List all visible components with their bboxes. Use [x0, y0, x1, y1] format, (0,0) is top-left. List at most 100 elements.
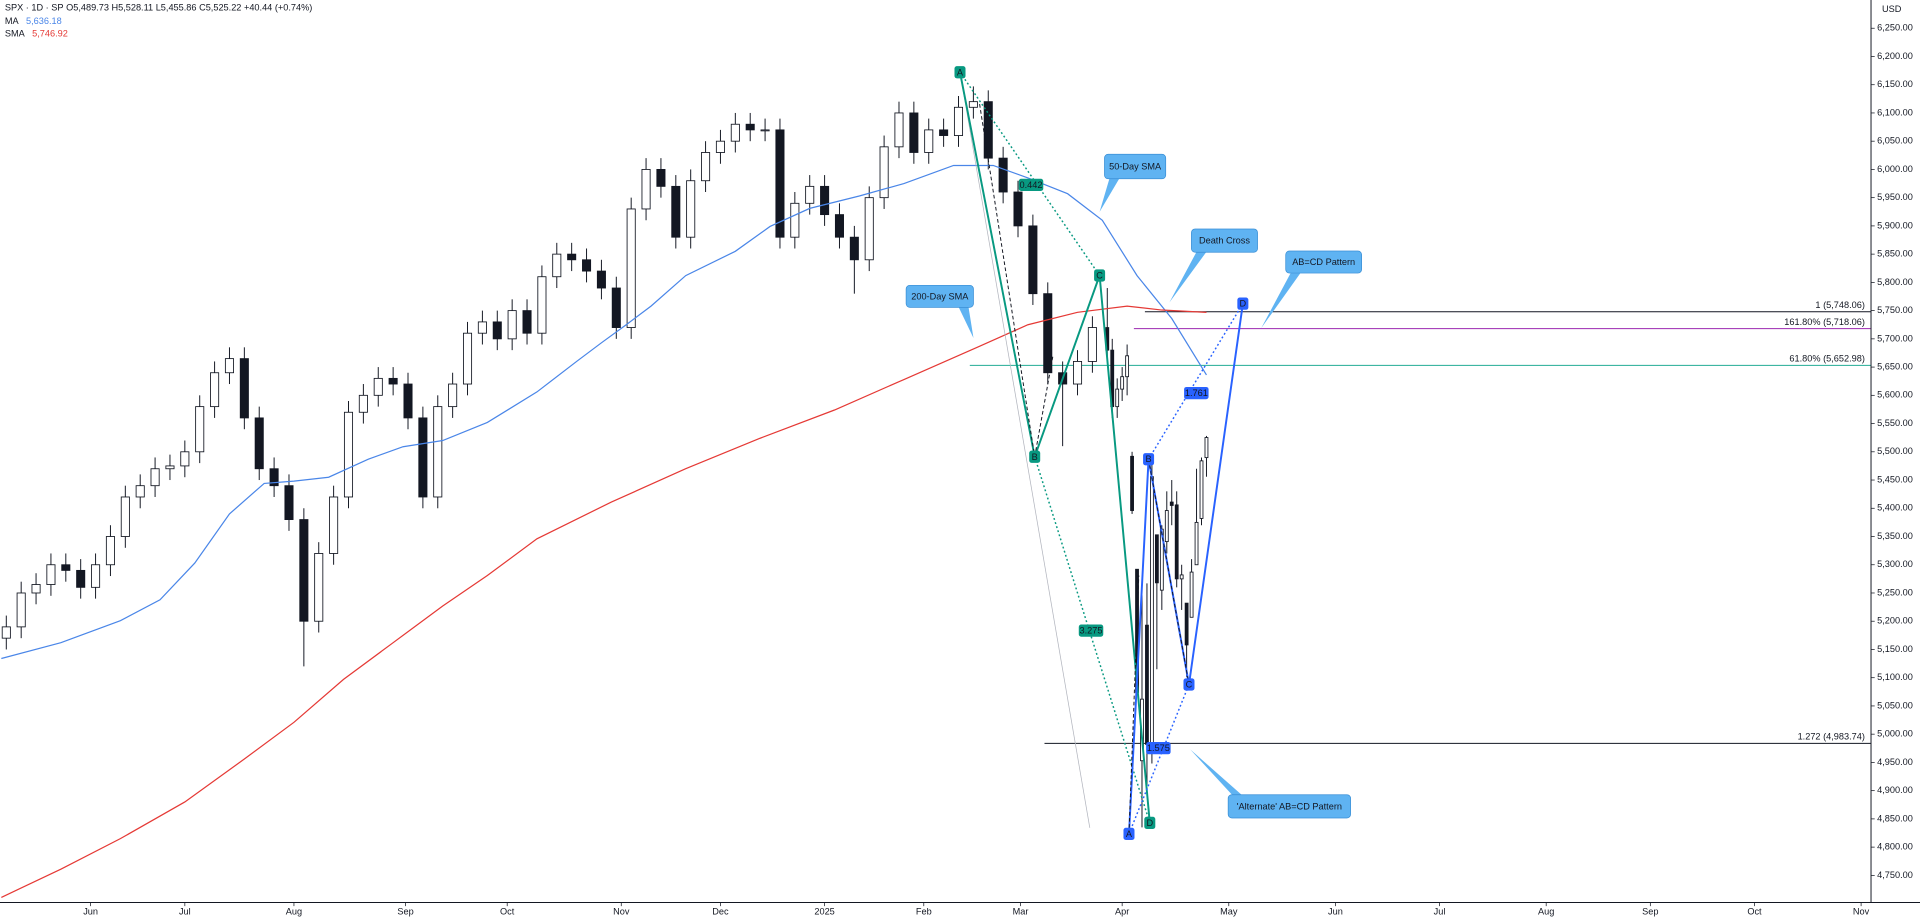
y-tick-label: 5,800.00: [1877, 277, 1913, 287]
y-tick-label: 5,400.00: [1877, 503, 1913, 513]
candle-body: [373, 377, 383, 396]
ohlc-value: 5,455.86: [161, 3, 197, 13]
fib-level-label: 161.80% (5,718.06): [1784, 317, 1865, 327]
fib-level-label: 1 (5,748.06): [1815, 300, 1864, 310]
legend-name: MA: [5, 16, 20, 26]
y-tick-label: 5,650.00: [1877, 362, 1913, 372]
legend-entry: SMA 5,746.92: [5, 29, 68, 39]
fib-level-label: 1.272 (4,983.74): [1798, 732, 1865, 742]
candle-body: [448, 383, 458, 408]
currency: USD: [1882, 4, 1902, 14]
abcd-line: [959, 72, 1151, 823]
ohlc-value: 5,528.11: [118, 3, 153, 13]
candle-body: [120, 496, 130, 537]
y-tick-label: 4,850.00: [1877, 813, 1913, 823]
pattern-point-label: D: [1146, 818, 1153, 828]
x-tick-label: Mar: [1013, 907, 1029, 917]
y-tick-label: 6,050.00: [1877, 136, 1913, 146]
ohlc-key: C: [199, 3, 206, 13]
pattern-point-badge: [1143, 453, 1155, 466]
header-line: SPX · 1D · SP O5,489.73 H5,528.11 L5,455…: [5, 3, 312, 13]
candle-body: [790, 202, 800, 238]
y-tick-label: 4,900.00: [1877, 785, 1913, 795]
candle-body: [701, 152, 711, 182]
candle-body: [507, 310, 517, 340]
callout-box: [1191, 228, 1258, 253]
legend-value: 5,636.18: [26, 16, 62, 26]
y-tick-label: 5,150.00: [1877, 644, 1913, 654]
x-tick-label: Nov: [613, 907, 630, 917]
candle-body: [195, 406, 205, 453]
candle-body: [626, 208, 636, 328]
candle-body: [1189, 571, 1194, 618]
fib-level-label: 61.80% (5,652.98): [1789, 354, 1864, 364]
candle-body: [403, 383, 413, 419]
legend-entry: MA 5,636.18: [5, 16, 62, 26]
ratio-line: [1147, 303, 1244, 460]
candle-body: [46, 564, 56, 585]
candle-body: [1073, 361, 1083, 385]
candle-body: [105, 536, 115, 566]
candle-body: [849, 236, 859, 261]
pattern-point-label: C: [1096, 271, 1103, 281]
x-tick-label: Dec: [712, 907, 729, 917]
candle-body: [775, 129, 785, 238]
candle-body: [983, 101, 993, 159]
candle-body: [31, 584, 41, 594]
x-tick-label: Feb: [916, 907, 932, 917]
candle-body: [686, 180, 696, 238]
y-tick-label: 5,200.00: [1877, 616, 1913, 626]
y-tick-label: 5,750.00: [1877, 305, 1913, 315]
candle-body: [388, 377, 398, 385]
dashed-line: [1128, 575, 1140, 834]
candle-body: [1043, 293, 1053, 374]
candle-body: [492, 321, 502, 340]
candle-body: [135, 485, 145, 498]
ohlc-key: L: [156, 3, 161, 13]
moving-average-line: [1, 305, 1207, 898]
pattern-point-badge: [1183, 678, 1195, 691]
candle-body: [641, 168, 651, 210]
alt-abcd-line: [1128, 303, 1244, 834]
ohlc-key: H: [111, 3, 118, 13]
candle-body: [1154, 534, 1159, 584]
callout-text: 200-Day SMA: [911, 291, 969, 301]
ratio-badge: [1018, 178, 1044, 192]
change: +40.44 (+0.74%): [244, 3, 312, 13]
candle-body: [284, 485, 294, 520]
candle-body: [805, 185, 815, 204]
ratio-badge: [1078, 624, 1104, 637]
y-tick-label: 5,050.00: [1877, 700, 1913, 710]
x-tick-label: Oct: [1747, 907, 1762, 917]
callout-box: [905, 284, 974, 308]
symbol: SPX · 1D · SP: [5, 3, 64, 13]
x-tick-label: Aug: [286, 907, 302, 917]
x-tick-label: Oct: [500, 907, 515, 917]
pattern-point-badge: [1094, 269, 1106, 282]
candle-body: [730, 123, 740, 142]
candle-body: [418, 417, 428, 498]
candle-body: [1194, 521, 1199, 566]
candle-body: [939, 129, 949, 136]
pattern-point-label: D: [1240, 299, 1247, 309]
candle-body: [1174, 504, 1179, 580]
y-tick-label: 6,150.00: [1877, 79, 1913, 89]
x-tick-label: Jun: [83, 907, 98, 917]
x-tick-label: May: [1220, 907, 1238, 917]
callout-pointer: [1169, 252, 1207, 303]
candle-body: [1199, 460, 1204, 519]
candle-body: [953, 106, 964, 136]
candle-body: [820, 185, 830, 216]
y-tick-label: 6,200.00: [1877, 51, 1913, 61]
y-tick-label: 4,950.00: [1877, 757, 1913, 767]
pattern-drawings: [958, 71, 1301, 835]
y-tick-label: 5,000.00: [1877, 729, 1913, 739]
pattern-point-label: B: [1032, 452, 1038, 462]
candle-body: [16, 592, 26, 628]
x-tick-label: Nov: [1853, 907, 1870, 917]
dashed-line: [1034, 355, 1054, 457]
price-axis-panel: [1871, 0, 1920, 919]
legend-name: SMA: [5, 29, 26, 39]
